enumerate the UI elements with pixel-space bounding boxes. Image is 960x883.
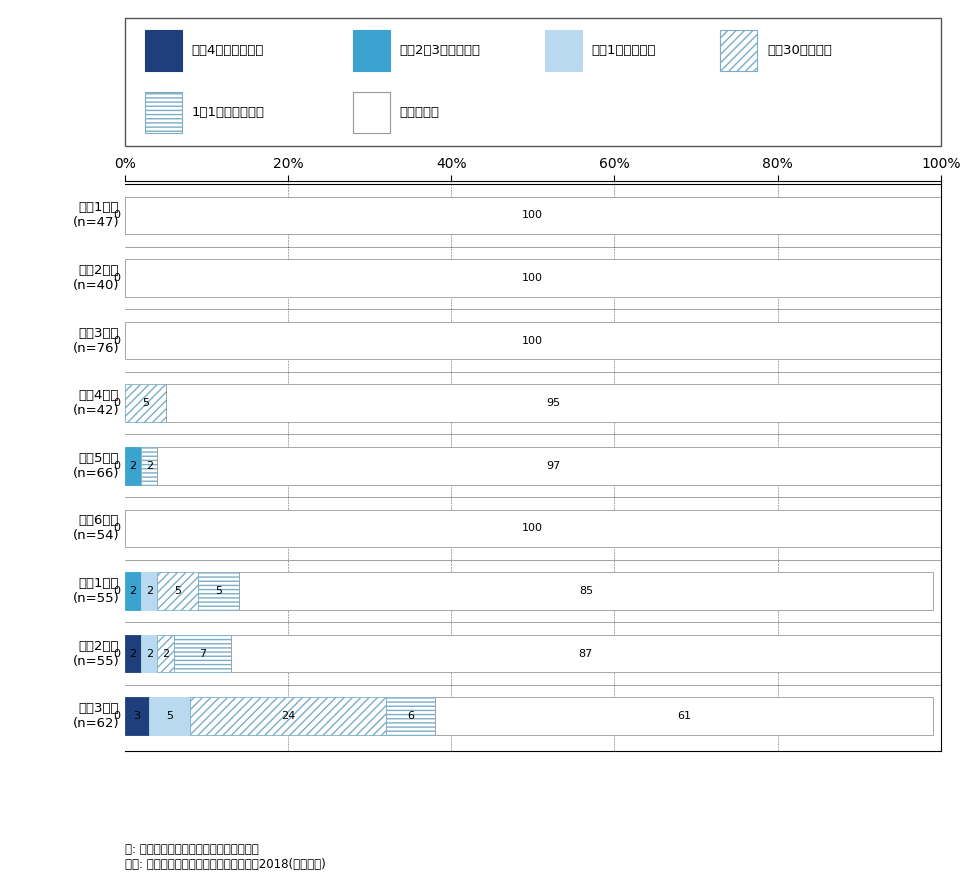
Text: 毎日4時間より多い: 毎日4時間より多い	[192, 44, 264, 57]
Bar	[125, 260, 941, 297]
Bar	[157, 447, 948, 485]
Text: 3: 3	[133, 711, 140, 721]
Bar	[230, 635, 941, 672]
Text: 5: 5	[175, 586, 181, 596]
Text: 0: 0	[113, 336, 121, 345]
Bar	[145, 92, 182, 132]
Bar	[125, 197, 941, 234]
Bar	[125, 384, 166, 422]
Text: 0: 0	[113, 273, 121, 283]
Text: 85: 85	[579, 586, 593, 596]
Text: 2: 2	[146, 461, 153, 471]
Bar	[125, 321, 941, 359]
Text: 100: 100	[522, 336, 543, 345]
Text: 61: 61	[677, 711, 691, 721]
Bar	[141, 635, 157, 672]
Bar	[174, 635, 231, 672]
Text: 100: 100	[522, 524, 543, 533]
Bar	[145, 30, 182, 72]
Text: 2: 2	[146, 648, 153, 659]
Bar	[353, 30, 390, 72]
FancyBboxPatch shape	[125, 18, 941, 146]
Text: 注: 関東１都６県在住の小中学生が回答。
出所: 子どものケータイ利用に関する調査2018(訪問留置): 注: 関東１都６県在住の小中学生が回答。 出所: 子どものケータイ利用に関する調…	[125, 843, 325, 872]
Bar	[125, 447, 141, 485]
Text: 0: 0	[113, 648, 121, 659]
Text: 2: 2	[130, 648, 136, 659]
Bar	[157, 572, 199, 610]
Bar	[199, 572, 239, 610]
Text: 毎日1時間くらい: 毎日1時間くらい	[591, 44, 656, 57]
Text: 0: 0	[113, 210, 121, 221]
Text: 6: 6	[407, 711, 414, 721]
Bar	[720, 30, 757, 72]
Bar	[125, 572, 141, 610]
Text: 0: 0	[113, 461, 121, 471]
Bar	[545, 30, 582, 72]
Text: 毎日30分くらい: 毎日30分くらい	[767, 44, 832, 57]
Bar	[141, 572, 157, 610]
Text: 0: 0	[113, 586, 121, 596]
Bar	[239, 572, 933, 610]
Bar	[386, 698, 435, 735]
Bar	[157, 635, 174, 672]
Text: 1日1回より少ない: 1日1回より少ない	[192, 106, 265, 119]
Bar	[141, 447, 157, 485]
Text: 0: 0	[113, 711, 121, 721]
Text: 87: 87	[579, 648, 593, 659]
Text: 24: 24	[281, 711, 295, 721]
Bar	[125, 698, 150, 735]
Bar	[125, 509, 941, 547]
Text: 100: 100	[522, 210, 543, 221]
Bar	[435, 698, 932, 735]
Text: 97: 97	[546, 461, 561, 471]
Text: 5: 5	[142, 398, 149, 408]
Bar	[166, 384, 941, 422]
Text: 2: 2	[130, 586, 136, 596]
Bar	[190, 698, 386, 735]
Text: 毎日2～3時間くらい: 毎日2～3時間くらい	[399, 44, 481, 57]
Text: 5: 5	[166, 711, 173, 721]
Text: 95: 95	[546, 398, 561, 408]
Text: 0: 0	[113, 524, 121, 533]
Text: 0: 0	[113, 398, 121, 408]
Bar	[125, 635, 141, 672]
Text: 2: 2	[162, 648, 169, 659]
Text: 100: 100	[522, 273, 543, 283]
Text: 7: 7	[199, 648, 205, 659]
Text: 2: 2	[130, 461, 136, 471]
Bar	[353, 92, 390, 132]
Text: 5: 5	[215, 586, 222, 596]
Text: 2: 2	[146, 586, 153, 596]
Bar	[150, 698, 190, 735]
Text: していない: していない	[399, 106, 440, 119]
